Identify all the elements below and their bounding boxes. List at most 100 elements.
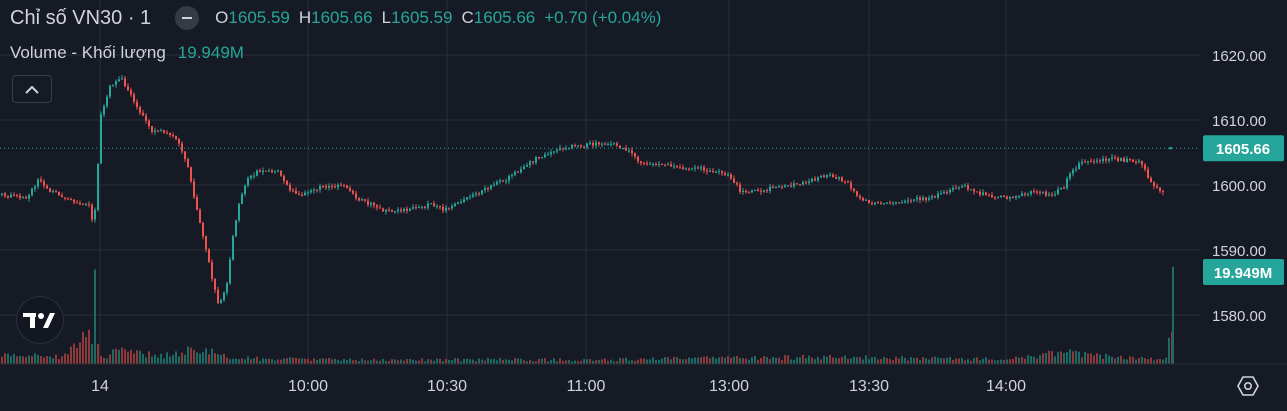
volume-bar bbox=[319, 358, 321, 364]
candle-body bbox=[796, 183, 798, 185]
volume-bar bbox=[1138, 357, 1140, 364]
candle-body bbox=[973, 189, 975, 192]
volume-bar bbox=[688, 357, 690, 364]
volume-bars bbox=[1, 266, 1174, 364]
candle-body bbox=[706, 170, 708, 172]
volume-label[interactable]: Volume - Khối lượng bbox=[10, 43, 166, 62]
candle-body bbox=[874, 202, 876, 205]
volume-bar bbox=[790, 359, 792, 364]
hide-legend-button[interactable] bbox=[175, 6, 200, 30]
candle-body bbox=[43, 181, 45, 186]
volume-bar bbox=[34, 353, 36, 364]
volume-bar bbox=[1168, 337, 1170, 364]
volume-bar bbox=[679, 358, 681, 364]
candle-body bbox=[517, 171, 519, 173]
volume-bar bbox=[625, 357, 627, 364]
candle-body bbox=[892, 202, 894, 204]
candle-body bbox=[409, 208, 411, 211]
x-tick-label: 10:30 bbox=[427, 378, 467, 395]
volume-bar bbox=[94, 269, 96, 364]
volume-bar bbox=[1132, 356, 1134, 364]
volume-bar bbox=[709, 358, 711, 364]
volume-bar bbox=[442, 361, 444, 364]
candle-body bbox=[685, 168, 687, 170]
candle-body bbox=[961, 186, 963, 188]
candle-body bbox=[310, 190, 312, 193]
candle-body bbox=[997, 197, 999, 199]
candle-body bbox=[1075, 168, 1077, 171]
candle-body bbox=[871, 203, 873, 205]
volume-bar bbox=[844, 355, 846, 364]
volume-bar bbox=[814, 359, 816, 364]
y-tick-label: 1620.00 bbox=[1212, 48, 1266, 65]
volume-bar bbox=[583, 359, 585, 364]
candle-body bbox=[769, 186, 771, 191]
close-key: C bbox=[461, 8, 474, 27]
volume-bar bbox=[898, 358, 900, 364]
volume-bar bbox=[178, 356, 180, 364]
candle-body bbox=[811, 178, 813, 182]
candle-body bbox=[1060, 187, 1062, 190]
volume-bar bbox=[361, 358, 363, 364]
volume-bar bbox=[868, 359, 870, 364]
volume-bar bbox=[751, 357, 753, 364]
volume-bar bbox=[643, 358, 645, 364]
candle-body bbox=[7, 196, 9, 198]
volume-bar bbox=[808, 355, 810, 364]
candle-body bbox=[244, 185, 246, 194]
candle-body bbox=[667, 164, 669, 166]
volume-bar bbox=[1135, 359, 1137, 364]
volume-bar bbox=[502, 359, 504, 364]
volume-bar bbox=[895, 356, 897, 364]
candle-body bbox=[709, 170, 711, 172]
candle-body bbox=[994, 197, 996, 199]
volume-bar bbox=[910, 357, 912, 364]
volume-bar bbox=[97, 343, 99, 364]
symbol-title[interactable]: Chỉ số VN30 · 1 bbox=[10, 6, 152, 29]
volume-bar bbox=[763, 356, 765, 364]
volume-bar bbox=[1027, 355, 1029, 364]
candle-body bbox=[268, 170, 270, 172]
volume-bar bbox=[1087, 353, 1089, 364]
volume-bar bbox=[70, 346, 72, 364]
volume-bar bbox=[1093, 355, 1095, 364]
candle-body bbox=[388, 209, 390, 211]
volume-bar bbox=[460, 361, 462, 364]
collapse-legend-button[interactable] bbox=[12, 75, 52, 103]
candle-body bbox=[763, 190, 765, 192]
candle-body bbox=[562, 147, 564, 149]
volume-bar bbox=[1081, 357, 1083, 364]
candle-body bbox=[712, 170, 714, 173]
volume-bar bbox=[613, 361, 615, 364]
volume-bar bbox=[1021, 357, 1023, 364]
candle-body bbox=[766, 190, 768, 192]
volume-bar bbox=[877, 359, 879, 364]
chart-settings-button[interactable] bbox=[1236, 374, 1260, 398]
candle-body bbox=[73, 199, 75, 203]
volume-bar bbox=[736, 356, 738, 364]
candle-body bbox=[865, 199, 867, 201]
candle-body bbox=[922, 197, 924, 201]
candle-body bbox=[280, 170, 282, 176]
candle-body bbox=[478, 193, 480, 195]
tradingview-logo[interactable] bbox=[16, 296, 64, 344]
candle-body bbox=[325, 186, 327, 188]
candle-body bbox=[211, 262, 213, 279]
volume-bar bbox=[967, 359, 969, 364]
candle-body bbox=[529, 161, 531, 166]
candle-body bbox=[634, 153, 636, 157]
candle-body bbox=[877, 202, 879, 204]
volume-bar bbox=[268, 358, 270, 364]
volume-bar bbox=[490, 359, 492, 364]
volume-bar bbox=[130, 349, 132, 364]
candle-body bbox=[145, 115, 147, 121]
candle-body bbox=[1003, 195, 1005, 197]
candle-body bbox=[160, 130, 162, 132]
volume-bar bbox=[139, 350, 141, 364]
volume-bar bbox=[196, 352, 198, 364]
volume-bar bbox=[232, 358, 234, 364]
volume-bar bbox=[1, 356, 3, 364]
settings-hexagon-icon bbox=[1237, 376, 1259, 396]
